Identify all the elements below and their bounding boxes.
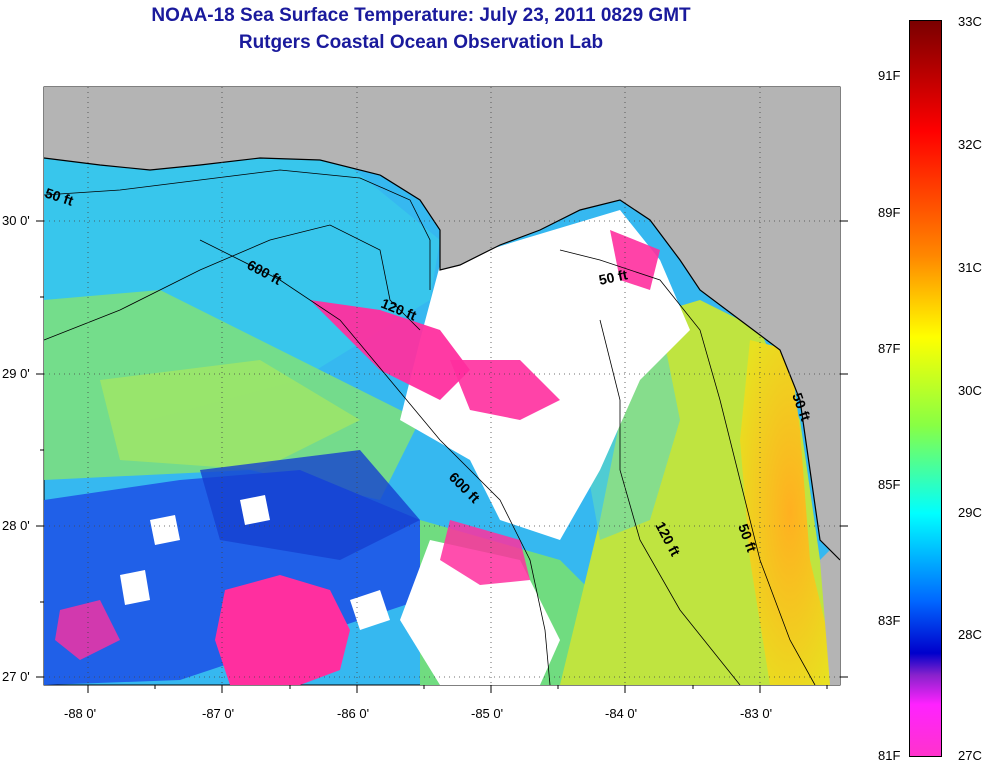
cloud-patch-1 bbox=[150, 515, 180, 545]
contour-120ft bbox=[43, 224, 421, 341]
colorbar-f-89: 89F bbox=[878, 205, 901, 220]
lon-label-84: -84 0' bbox=[605, 706, 638, 721]
colorbar-c-27: 27C bbox=[958, 748, 982, 763]
lon-label-86: -86 0' bbox=[337, 706, 370, 721]
colorbar-f-85: 85F bbox=[878, 477, 901, 492]
contour-50ft-west bbox=[43, 169, 431, 290]
magenta-patch-large bbox=[215, 575, 350, 685]
land-gulf-coast bbox=[44, 87, 840, 560]
lon-label-85: -85 0' bbox=[471, 706, 504, 721]
lat-label-27: 27 0' bbox=[2, 669, 30, 684]
cloud-patch-3 bbox=[350, 590, 390, 630]
contour-120ft-east bbox=[599, 319, 741, 686]
coastline bbox=[43, 157, 841, 561]
lat-label-28: 28 0' bbox=[2, 518, 30, 533]
cloud-patch-2 bbox=[120, 570, 150, 605]
land-sliver bbox=[820, 540, 840, 685]
contour-600ft bbox=[199, 239, 551, 686]
colorbar-c-32: 32C bbox=[958, 137, 982, 152]
magenta-patch-south bbox=[440, 520, 530, 585]
sst-region-blue-2 bbox=[200, 450, 420, 560]
cloud-patch-4 bbox=[240, 495, 270, 525]
colorbar-c-29: 29C bbox=[958, 505, 982, 520]
tick-marks bbox=[36, 220, 848, 693]
colorbar-f-83: 83F bbox=[878, 613, 901, 628]
map-plot-area: 50 ft 600 ft 120 ft 50 ft 600 ft 120 ft … bbox=[36, 86, 848, 693]
lat-label-30: 30 0' bbox=[2, 213, 30, 228]
magenta-patch-sw bbox=[55, 600, 120, 660]
colorbar-c-30: 30C bbox=[958, 383, 982, 398]
colorbar-c-28: 28C bbox=[958, 627, 982, 642]
temperature-colorbar bbox=[909, 20, 942, 757]
cloud-area-big-bend bbox=[400, 210, 690, 540]
magenta-patch-mid bbox=[450, 360, 560, 420]
lon-label-88: -88 0' bbox=[64, 706, 97, 721]
title-line-2: Rutgers Coastal Ocean Observation Lab bbox=[238, 32, 604, 53]
magenta-patch-east bbox=[610, 230, 660, 290]
sst-region-east-warm bbox=[740, 340, 840, 685]
magenta-patch-coast bbox=[310, 300, 470, 400]
colorbar-c-31: 31C bbox=[958, 260, 982, 275]
colorbar-f-91: 91F bbox=[878, 68, 901, 83]
contour-50ft-east bbox=[559, 249, 816, 686]
lat-label-29: 29 0' bbox=[2, 366, 30, 381]
lon-label-87: -87 0' bbox=[202, 706, 235, 721]
lon-label-83: -83 0' bbox=[740, 706, 773, 721]
title-line-1: NOAA-18 Sea Surface Temperature: July 23… bbox=[151, 5, 691, 26]
colorbar-f-87: 87F bbox=[878, 341, 901, 356]
colorbar-c-33: 33C bbox=[958, 14, 982, 29]
sst-region-green-2 bbox=[100, 360, 360, 470]
colorbar-f-81: 81F bbox=[878, 748, 901, 763]
contour-label-50ft-ne: 50 ft bbox=[597, 266, 629, 288]
